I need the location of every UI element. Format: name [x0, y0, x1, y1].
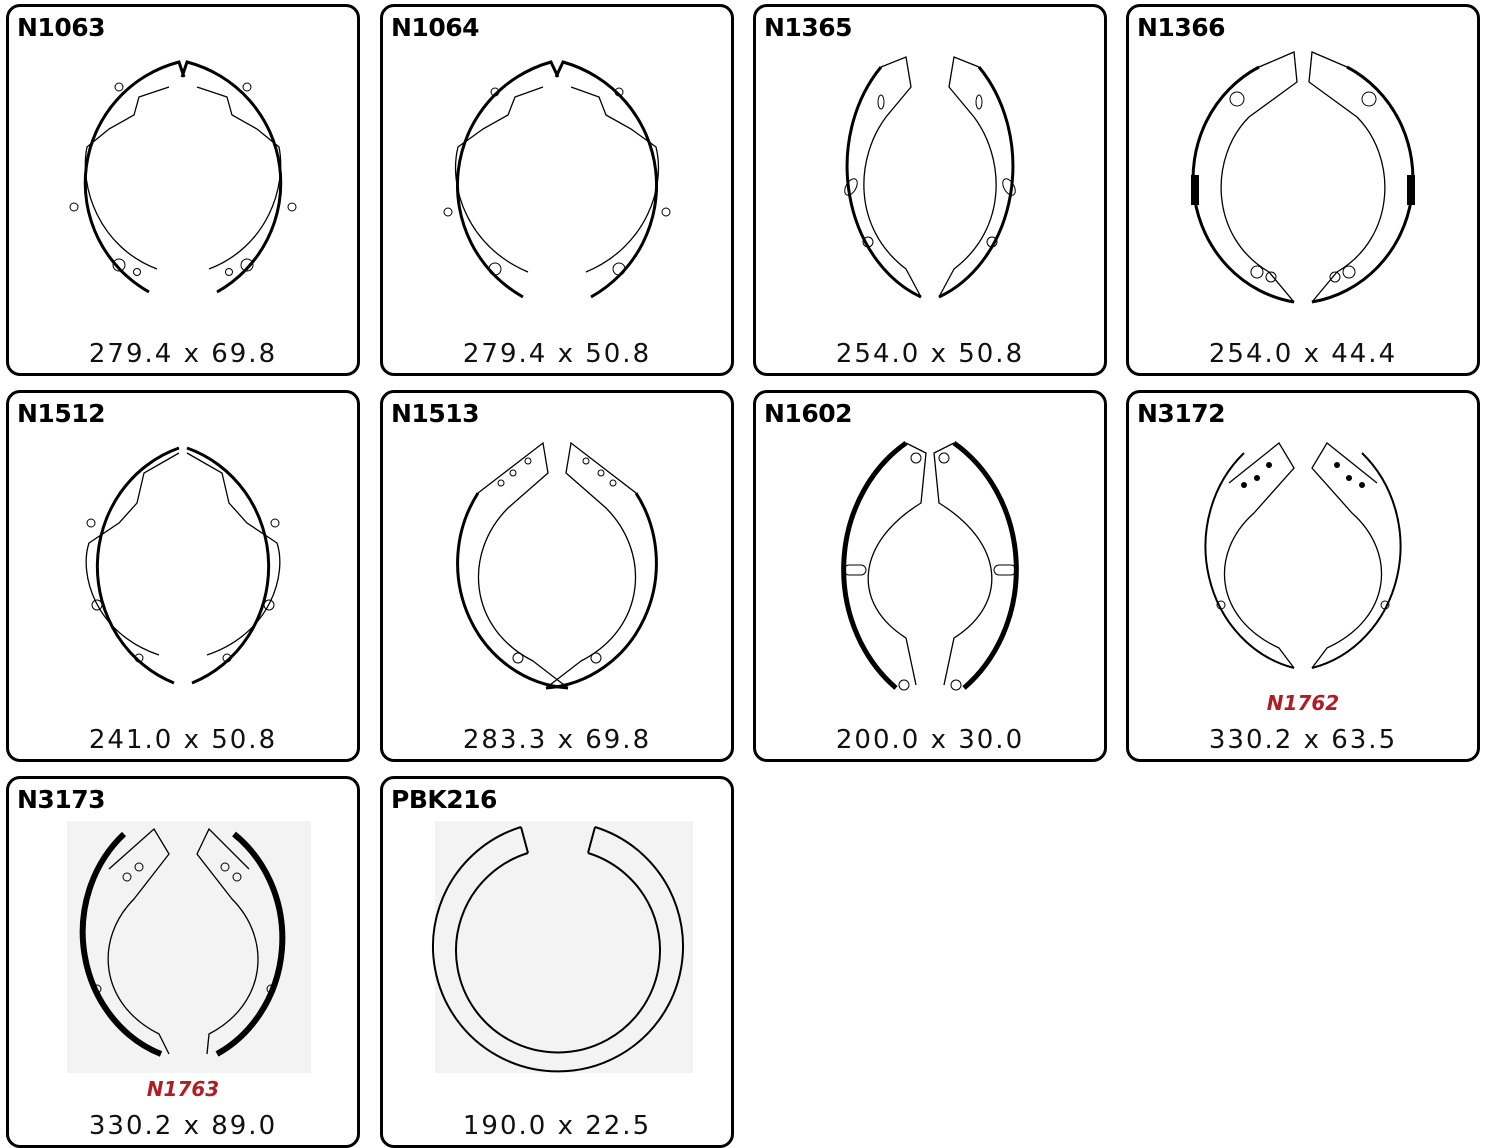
- part-code: N3172: [1137, 399, 1226, 428]
- part-dimensions: 241.0 x 50.8: [88, 725, 278, 755]
- part-card-n1602[interactable]: N1602 200.0 x 30.0: [753, 390, 1107, 762]
- alternate-part-code: N1763: [146, 1077, 220, 1101]
- alternate-part-code: N1762: [1266, 691, 1340, 715]
- part-dimensions: 283.3 x 69.8: [462, 725, 652, 755]
- part-dimensions: 190.0 x 22.5: [462, 1111, 652, 1141]
- part-card-pbk216[interactable]: PBK216 190.0 x 22.5: [380, 776, 734, 1148]
- part-card-n1366[interactable]: N1366 254.0 x 44.4: [1126, 4, 1480, 376]
- brake-shoe-pair-icon: [383, 393, 731, 723]
- brake-shoe-pair-icon: [9, 779, 357, 1109]
- part-card-n1064[interactable]: N1064 279.4 x 50.8: [380, 4, 734, 376]
- part-code: N1365: [764, 13, 853, 42]
- part-code: N1513: [391, 399, 480, 428]
- part-dimensions: 200.0 x 30.0: [835, 725, 1025, 755]
- part-code: N1602: [764, 399, 853, 428]
- part-code: N1063: [17, 13, 106, 42]
- part-code: N3173: [17, 785, 106, 814]
- part-code: N1512: [17, 399, 106, 428]
- part-dimensions: 279.4 x 69.8: [88, 339, 278, 369]
- part-card-n1365[interactable]: N1365 254.0 x 50.8: [753, 4, 1107, 376]
- part-code: N1366: [1137, 13, 1226, 42]
- part-card-n1063[interactable]: N1063 279.4 x 69.8: [6, 4, 360, 376]
- brake-shoe-pair-icon: [1129, 393, 1477, 723]
- part-code: PBK216: [391, 785, 497, 814]
- part-dimensions: 330.2 x 89.0: [88, 1111, 278, 1141]
- brake-shoe-pair-icon: [756, 7, 1104, 337]
- part-card-n3173[interactable]: N3173 N1763 330.2 x 89.0: [6, 776, 360, 1148]
- part-code: N1064: [391, 13, 480, 42]
- part-card-n1513[interactable]: N1513 283.3 x 69.8: [380, 390, 734, 762]
- part-card-n1512[interactable]: N1512 241.0 x 50.8: [6, 390, 360, 762]
- part-dimensions: 254.0 x 44.4: [1208, 339, 1398, 369]
- part-card-n3172[interactable]: N3172 N1762 330.2 x 63.5: [1126, 390, 1480, 762]
- part-dimensions: 330.2 x 63.5: [1208, 725, 1398, 755]
- brake-shoe-pair-icon: [9, 7, 357, 337]
- part-dimensions: 279.4 x 50.8: [462, 339, 652, 369]
- drawing-background: [67, 821, 311, 1073]
- brake-shoe-pair-icon: [383, 7, 731, 337]
- part-dimensions: 254.0 x 50.8: [835, 339, 1025, 369]
- parking-brake-ring-icon: [383, 779, 731, 1109]
- brake-shoe-pair-icon: [9, 393, 357, 723]
- brake-shoe-pair-icon: [1129, 7, 1477, 337]
- brake-shoe-pair-icon: [756, 393, 1104, 723]
